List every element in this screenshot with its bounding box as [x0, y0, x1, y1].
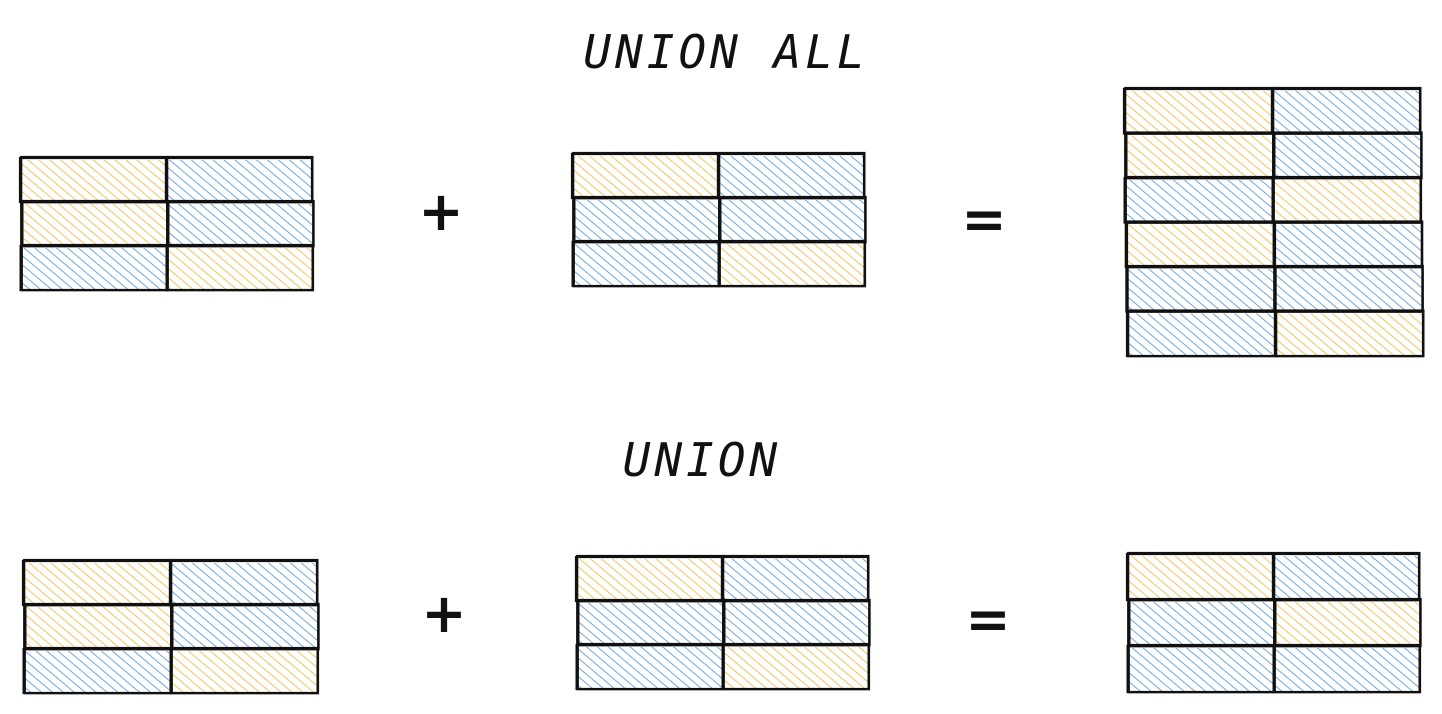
- table-cell-blue: [724, 559, 867, 600]
- table-cell-blue: [1274, 91, 1419, 133]
- union-all-left-table: [18, 155, 315, 292]
- union-equals-sign: =: [965, 588, 1010, 651]
- table-cell-blue: [1126, 180, 1272, 222]
- table-cell-blue: [169, 204, 313, 245]
- table-cell-yellow: [22, 160, 165, 201]
- table-cell-yellow: [23, 204, 167, 245]
- table-cell-yellow: [1127, 135, 1273, 177]
- table-cell-blue: [1275, 648, 1419, 691]
- union-plus-sign: +: [421, 582, 466, 645]
- table-cell-blue: [721, 200, 865, 241]
- table-cell-blue: [1276, 269, 1422, 311]
- table-cell-yellow: [574, 156, 717, 197]
- table-cell-sketch-line: [722, 642, 871, 691]
- table-cell-yellow: [26, 607, 171, 648]
- table-cell-blue: [720, 156, 863, 197]
- table-cell-blue: [22, 248, 166, 289]
- table-cell-sketch-line: [170, 646, 320, 695]
- table-cell-blue: [25, 651, 170, 692]
- union-all-right-table: [570, 151, 867, 288]
- table-cell-sketch-line: [166, 243, 315, 292]
- table-cell-yellow: [578, 559, 721, 600]
- table-cell-blue: [168, 160, 311, 201]
- table-cell-yellow: [1129, 556, 1272, 599]
- union-left-table: [21, 558, 320, 695]
- table-cell-blue: [173, 607, 318, 648]
- union-all-plus-sign: +: [418, 180, 463, 243]
- table-cell-blue: [575, 200, 719, 241]
- table-cell-blue: [1130, 602, 1274, 645]
- union-all-title: UNION ALL: [583, 25, 868, 79]
- section-union-all: UNION ALL + =: [18, 25, 1425, 358]
- table-cell-blue: [578, 647, 722, 688]
- table-cell-sketch-line: [1273, 643, 1422, 694]
- section-union: UNION + =: [21, 433, 1422, 695]
- table-cell-sketch-line: [1275, 309, 1425, 358]
- table-cell-sketch-line: [718, 239, 867, 288]
- union-right-table: [574, 554, 871, 691]
- table-cell-blue: [579, 603, 723, 644]
- table-cell-blue: [1275, 135, 1421, 177]
- table-cell-blue: [172, 563, 316, 604]
- table-cell-blue: [1129, 648, 1273, 691]
- table-cell-yellow: [1126, 91, 1271, 133]
- table-cell-yellow: [172, 651, 317, 692]
- table-cell-blue: [1128, 269, 1274, 311]
- union-result-table: [1125, 551, 1422, 694]
- union-all-result-table: [1122, 86, 1425, 358]
- table-cell-yellow: [1276, 602, 1420, 645]
- table-cell-blue: [1275, 224, 1421, 266]
- table-cell-yellow: [168, 248, 312, 289]
- table-cell-yellow: [1274, 180, 1420, 222]
- union-all-equals-sign: =: [961, 188, 1006, 251]
- table-cell-yellow: [724, 647, 868, 688]
- union-title: UNION: [623, 433, 781, 487]
- table-cell-blue: [1275, 556, 1418, 599]
- table-cell-yellow: [1277, 313, 1422, 355]
- table-cell-blue: [574, 244, 718, 285]
- table-cell-blue: [725, 603, 869, 644]
- table-cell-blue: [1129, 313, 1274, 355]
- table-cell-yellow: [1127, 224, 1273, 266]
- table-cell-yellow: [720, 244, 864, 285]
- table-cell-yellow: [25, 563, 169, 604]
